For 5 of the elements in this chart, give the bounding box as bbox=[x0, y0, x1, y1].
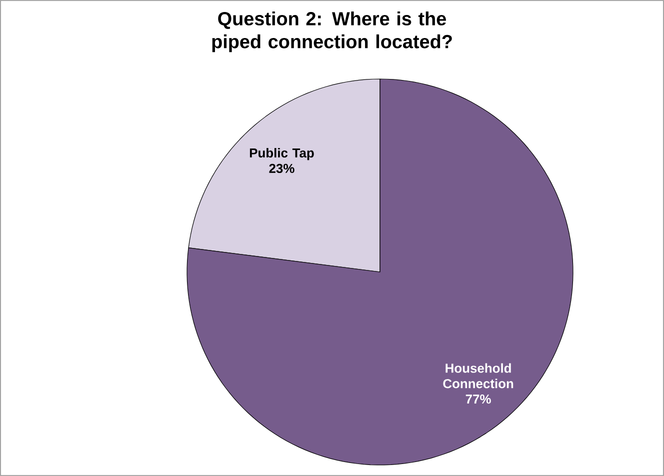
data-label: 77% bbox=[466, 394, 491, 404]
data-label: 23% bbox=[269, 164, 294, 173]
slice-label: Household Connection bbox=[443, 363, 514, 388]
chart-title: Question 2: Where is the piped connection located? bbox=[212, 12, 452, 52]
slice-label: Public Tap bbox=[250, 148, 314, 160]
